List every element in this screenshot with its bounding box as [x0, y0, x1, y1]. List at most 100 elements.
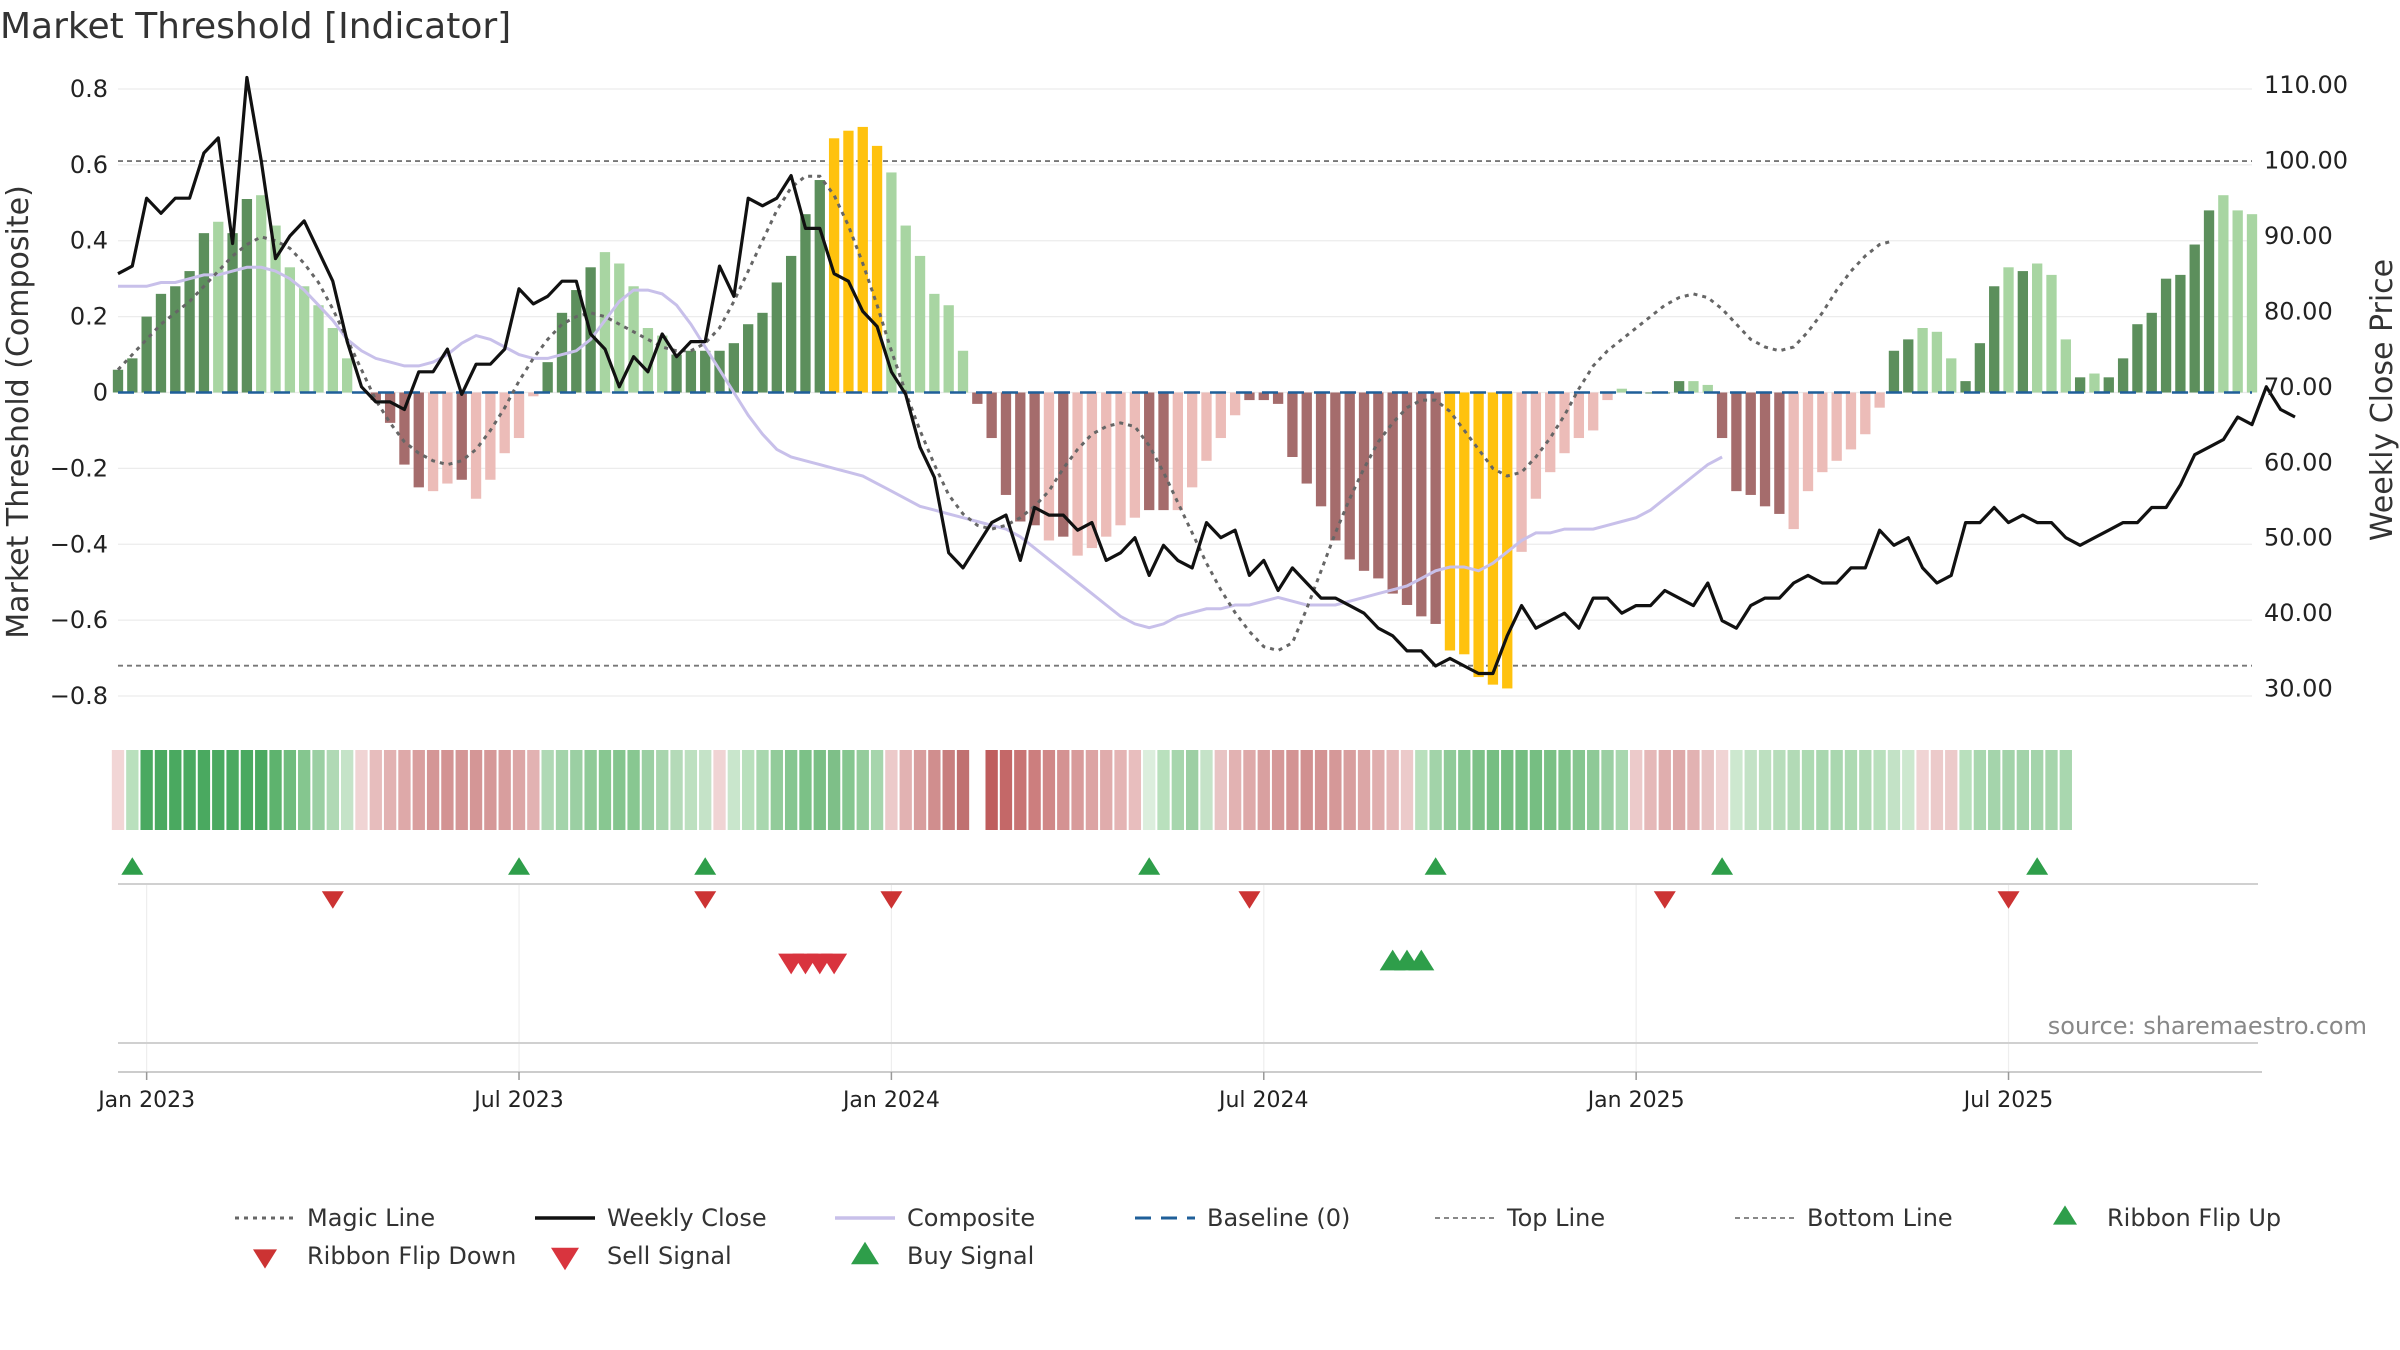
left-tick-label: 0.6: [70, 151, 108, 179]
weekly-close-line: [117, 75, 2296, 676]
composite-line: [118, 265, 1723, 630]
composite-bar: [1144, 392, 1155, 511]
composite-bar: [1903, 339, 1914, 393]
ribbon-cell: [799, 750, 812, 830]
ribbon-cell: [1544, 750, 1557, 830]
composite-bar: [184, 271, 195, 393]
composite-bar: [1172, 392, 1183, 511]
composite-bar: [1860, 392, 1871, 435]
ribbon-cell: [1057, 750, 1070, 830]
composite-bar: [1473, 392, 1484, 678]
composite-bar: [1931, 331, 1943, 393]
ribbon-cell: [2045, 750, 2058, 830]
ribbon-cell: [784, 750, 798, 830]
composite-bar: [1158, 392, 1169, 511]
ribbon-cell: [899, 750, 912, 830]
ribbon-cell: [1257, 750, 1270, 830]
ribbon-cell: [1186, 750, 1199, 830]
composite-bar: [1287, 392, 1298, 457]
ribbon-cell: [1014, 750, 1027, 830]
ribbon-cell: [1687, 750, 1700, 830]
reference-lines: [118, 160, 2252, 667]
right-tick-label: 90.00: [2264, 222, 2333, 250]
composite-bar: [155, 293, 167, 393]
ribbon-cell: [1400, 750, 1414, 830]
composite-bar: [1387, 392, 1398, 594]
ribbon-flip-down-marker: [694, 891, 717, 909]
composite-bar: [1459, 392, 1470, 655]
composite-bars: [112, 126, 2258, 689]
composite-bar: [1731, 392, 1742, 492]
ribbon-cell: [212, 750, 225, 830]
left-tick-label: −0.4: [50, 530, 108, 558]
composite-bar: [1086, 392, 1098, 549]
composite-bar: [1989, 286, 2000, 393]
ribbon-cell: [1028, 750, 1041, 830]
composite-bar: [542, 362, 553, 393]
composite-bar: [2089, 373, 2100, 393]
composite-bar: [700, 350, 711, 393]
ribbon-cell: [727, 750, 741, 830]
right-tick-label: 80.00: [2264, 297, 2333, 325]
composite-bar: [1015, 392, 1026, 522]
composite-bar: [399, 392, 410, 465]
ribbon-cell: [1114, 750, 1127, 830]
ribbon-cell: [1658, 750, 1671, 830]
composite-bar: [1974, 343, 1986, 393]
right-axis: 110.00 100.00 90.00 80.00 70.00 60.00 50.00 40.…: [2264, 71, 2348, 703]
composite-bar: [2074, 377, 2086, 393]
ribbon-cell: [1887, 750, 1901, 830]
buy-signal-marker: [1408, 949, 1435, 971]
ribbon-flip-up-marker: [1424, 857, 1447, 875]
composite-bar: [757, 312, 768, 393]
composite-bar: [1401, 392, 1413, 605]
right-tick-label: 50.00: [2264, 524, 2333, 552]
x-tick-label: Jul 2023: [472, 1088, 564, 1113]
ribbon-cell: [1959, 750, 1972, 830]
composite-bar: [2017, 271, 2029, 393]
x-tick-label: Jul 2024: [1217, 1088, 1309, 1113]
composite-bar: [370, 392, 381, 401]
ribbon-cell: [1458, 750, 1471, 830]
composite-bar: [1201, 392, 1212, 461]
composite-bar: [1817, 392, 1828, 473]
ribbon-cell: [1644, 750, 1657, 830]
ribbon-cell: [1787, 750, 1800, 830]
left-tick-label: −0.8: [50, 682, 108, 710]
composite-bar: [814, 180, 825, 393]
composite-bar: [1759, 392, 1771, 507]
composite-bar: [900, 225, 911, 393]
legend-item: Magic Line: [235, 1204, 435, 1232]
ribbon-cell: [1171, 750, 1184, 830]
ribbon-cell: [1773, 750, 1786, 830]
ribbon-cell: [1988, 750, 2001, 830]
ribbon-cell: [140, 750, 153, 830]
x-axis: Jan 2023 Jul 2023 Jan 2024 Jul 2024 Jan 2025…: [96, 1072, 2053, 1113]
legend-item: Bottom Line: [1735, 1204, 1953, 1232]
left-tick-label: −0.6: [50, 606, 108, 634]
composite-bar: [2032, 263, 2043, 393]
ribbon-cell: [1859, 750, 1872, 830]
ribbon-cell: [742, 750, 755, 830]
ribbon-cell: [1844, 750, 1858, 830]
ribbon-cell: [1902, 750, 1915, 830]
left-tick-label: 0: [93, 379, 108, 407]
composite-bar: [427, 392, 439, 492]
composite-bar: [1229, 392, 1241, 416]
ribbon-cell: [999, 750, 1013, 830]
composite-bar: [1487, 392, 1499, 685]
ribbon-cell: [756, 750, 769, 830]
ribbon-cell: [484, 750, 497, 830]
ribbon-cell: [885, 750, 898, 830]
composite-bar: [843, 130, 854, 393]
composite-bar: [1129, 392, 1141, 518]
composite-bar: [198, 233, 210, 393]
ribbon-cell: [1357, 750, 1371, 830]
ribbon-cell: [1071, 750, 1084, 830]
ribbon-cell: [1501, 750, 1514, 830]
legend-swatch-buy: [851, 1241, 879, 1265]
ribbon-cell: [455, 750, 468, 830]
composite-bar: [728, 343, 740, 393]
